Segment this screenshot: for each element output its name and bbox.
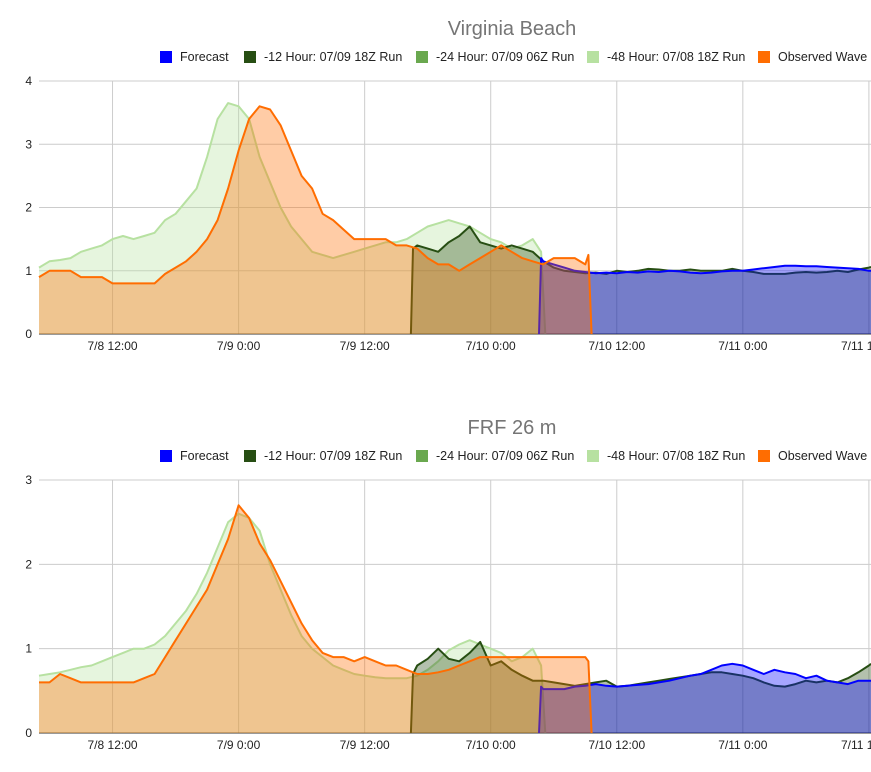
y-tick-label: 4 — [25, 74, 32, 88]
x-tick-label: 7/10 0:00 — [466, 738, 516, 752]
x-tick-label: 7/9 0:00 — [217, 738, 261, 752]
legend-item[interactable]: -12 Hour: 07/09 18Z Run — [244, 449, 402, 463]
legend-label: Forecast — [180, 50, 229, 64]
series-area — [39, 513, 546, 733]
chart-title: Virginia Beach — [448, 18, 577, 40]
x-tick-label: 7/9 12:00 — [340, 339, 390, 353]
legend-label: -12 Hour: 07/09 18Z Run — [264, 449, 402, 463]
legend-item[interactable]: -24 Hour: 07/09 06Z Run — [416, 50, 574, 64]
series-area — [39, 103, 546, 334]
legend-label: -24 Hour: 07/09 06Z Run — [436, 50, 574, 64]
chart-panel-2: FRF 26 m Forecast -12 Hour: 07/09 18Z Run -… — [25, 417, 871, 752]
x-tick-label: 7/10 12:00 — [588, 738, 645, 752]
legend-item[interactable]: Forecast — [160, 50, 229, 64]
legend-swatch — [416, 450, 428, 462]
series-line — [38, 102, 547, 335]
series-area — [410, 226, 871, 334]
series-line — [538, 662, 871, 734]
series-area — [39, 106, 592, 334]
legend-swatch — [416, 51, 428, 63]
series — [38, 512, 547, 734]
legend-item[interactable]: -48 Hour: 07/08 18Z Run — [587, 50, 745, 64]
legend-swatch — [758, 51, 770, 63]
series-line — [38, 512, 547, 734]
x-tick-label: 7/11 12:00 — [841, 738, 871, 752]
legend-label: -48 Hour: 07/08 18Z Run — [607, 449, 745, 463]
x-tick-label: 7/9 12:00 — [340, 738, 390, 752]
series — [38, 105, 593, 335]
legend-swatch — [758, 450, 770, 462]
series-area — [539, 663, 871, 733]
chart-panel-1: Virginia Beach Forecast -12 Hour: 07/09 18… — [25, 18, 871, 353]
y-tick-label: 2 — [25, 557, 32, 571]
x-tick-label: 7/10 0:00 — [466, 339, 516, 353]
legend-item[interactable]: -48 Hour: 07/08 18Z Run — [587, 449, 745, 463]
y-tick-label: 1 — [25, 642, 32, 656]
legend-swatch — [160, 51, 172, 63]
legend-item[interactable]: -24 Hour: 07/09 06Z Run — [416, 449, 574, 463]
legend-swatch — [587, 450, 599, 462]
series-area — [539, 258, 871, 334]
series-line — [38, 105, 593, 335]
series — [39, 504, 593, 734]
chart-title: FRF 26 m — [468, 417, 557, 439]
legend-label: Observed Wave — [778, 449, 867, 463]
series-line — [39, 504, 593, 734]
y-tick-label: 3 — [25, 137, 32, 151]
y-tick-label: 0 — [25, 327, 32, 341]
series — [538, 257, 871, 335]
legend-swatch — [244, 450, 256, 462]
series — [409, 225, 871, 335]
x-tick-label: 7/10 12:00 — [588, 339, 645, 353]
legend-item[interactable]: Forecast — [160, 449, 229, 463]
series — [38, 102, 547, 335]
series — [538, 662, 871, 734]
series-area — [39, 505, 592, 733]
legend-label: -24 Hour: 07/09 06Z Run — [436, 449, 574, 463]
legend-label: Forecast — [180, 449, 229, 463]
x-tick-label: 7/9 0:00 — [217, 339, 261, 353]
legend-item[interactable]: Observed Wave — [758, 50, 867, 64]
y-tick-label: 2 — [25, 201, 32, 215]
legend-swatch — [160, 450, 172, 462]
legend-item[interactable]: Observed Wave — [758, 449, 867, 463]
x-tick-label: 7/11 0:00 — [718, 738, 767, 752]
x-tick-label: 7/8 12:00 — [88, 339, 138, 353]
legend-swatch — [587, 51, 599, 63]
x-tick-label: 7/11 12:00 — [841, 339, 871, 353]
x-tick-label: 7/8 12:00 — [88, 738, 138, 752]
series-line — [409, 225, 871, 335]
y-tick-label: 1 — [25, 264, 32, 278]
legend-swatch — [244, 51, 256, 63]
series-area — [410, 641, 871, 733]
y-tick-label: 0 — [25, 726, 32, 740]
legend-label: -48 Hour: 07/08 18Z Run — [607, 50, 745, 64]
x-tick-label: 7/11 0:00 — [718, 339, 767, 353]
series-line — [538, 257, 871, 335]
legend-label: Observed Wave — [778, 50, 867, 64]
legend-label: -12 Hour: 07/09 18Z Run — [264, 50, 402, 64]
legend-item[interactable]: -12 Hour: 07/09 18Z Run — [244, 50, 402, 64]
y-tick-label: 3 — [25, 473, 32, 487]
